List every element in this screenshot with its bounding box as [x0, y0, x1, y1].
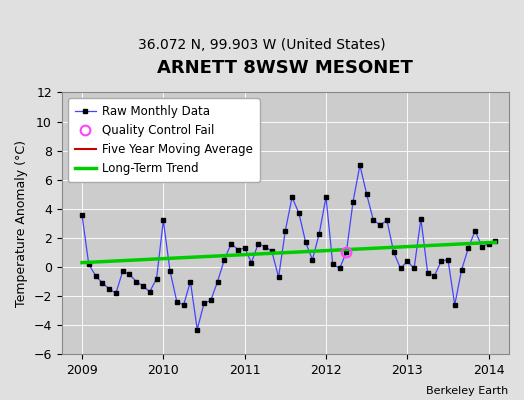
Text: 36.072 N, 99.903 W (United States): 36.072 N, 99.903 W (United States): [138, 38, 386, 52]
Raw Monthly Data: [113, 291, 119, 296]
Raw Monthly Data: [79, 212, 85, 217]
Legend: Raw Monthly Data, Quality Control Fail, Five Year Moving Average, Long-Term Tren: Raw Monthly Data, Quality Control Fail, …: [68, 98, 260, 182]
Raw Monthly Data: [492, 238, 498, 243]
Title: ARNETT 8WSW MESONET: ARNETT 8WSW MESONET: [157, 59, 413, 77]
Raw Monthly Data: [357, 163, 363, 168]
Raw Monthly Data: [194, 327, 200, 332]
Raw Monthly Data: [187, 279, 193, 284]
Raw Monthly Data: [336, 266, 343, 271]
Raw Monthly Data: [160, 218, 167, 223]
Raw Monthly Data: [452, 302, 458, 307]
Y-axis label: Temperature Anomaly (°C): Temperature Anomaly (°C): [15, 140, 28, 307]
Text: Berkeley Earth: Berkeley Earth: [426, 386, 508, 396]
Raw Monthly Data: [289, 195, 295, 200]
Line: Raw Monthly Data: Raw Monthly Data: [80, 163, 497, 332]
